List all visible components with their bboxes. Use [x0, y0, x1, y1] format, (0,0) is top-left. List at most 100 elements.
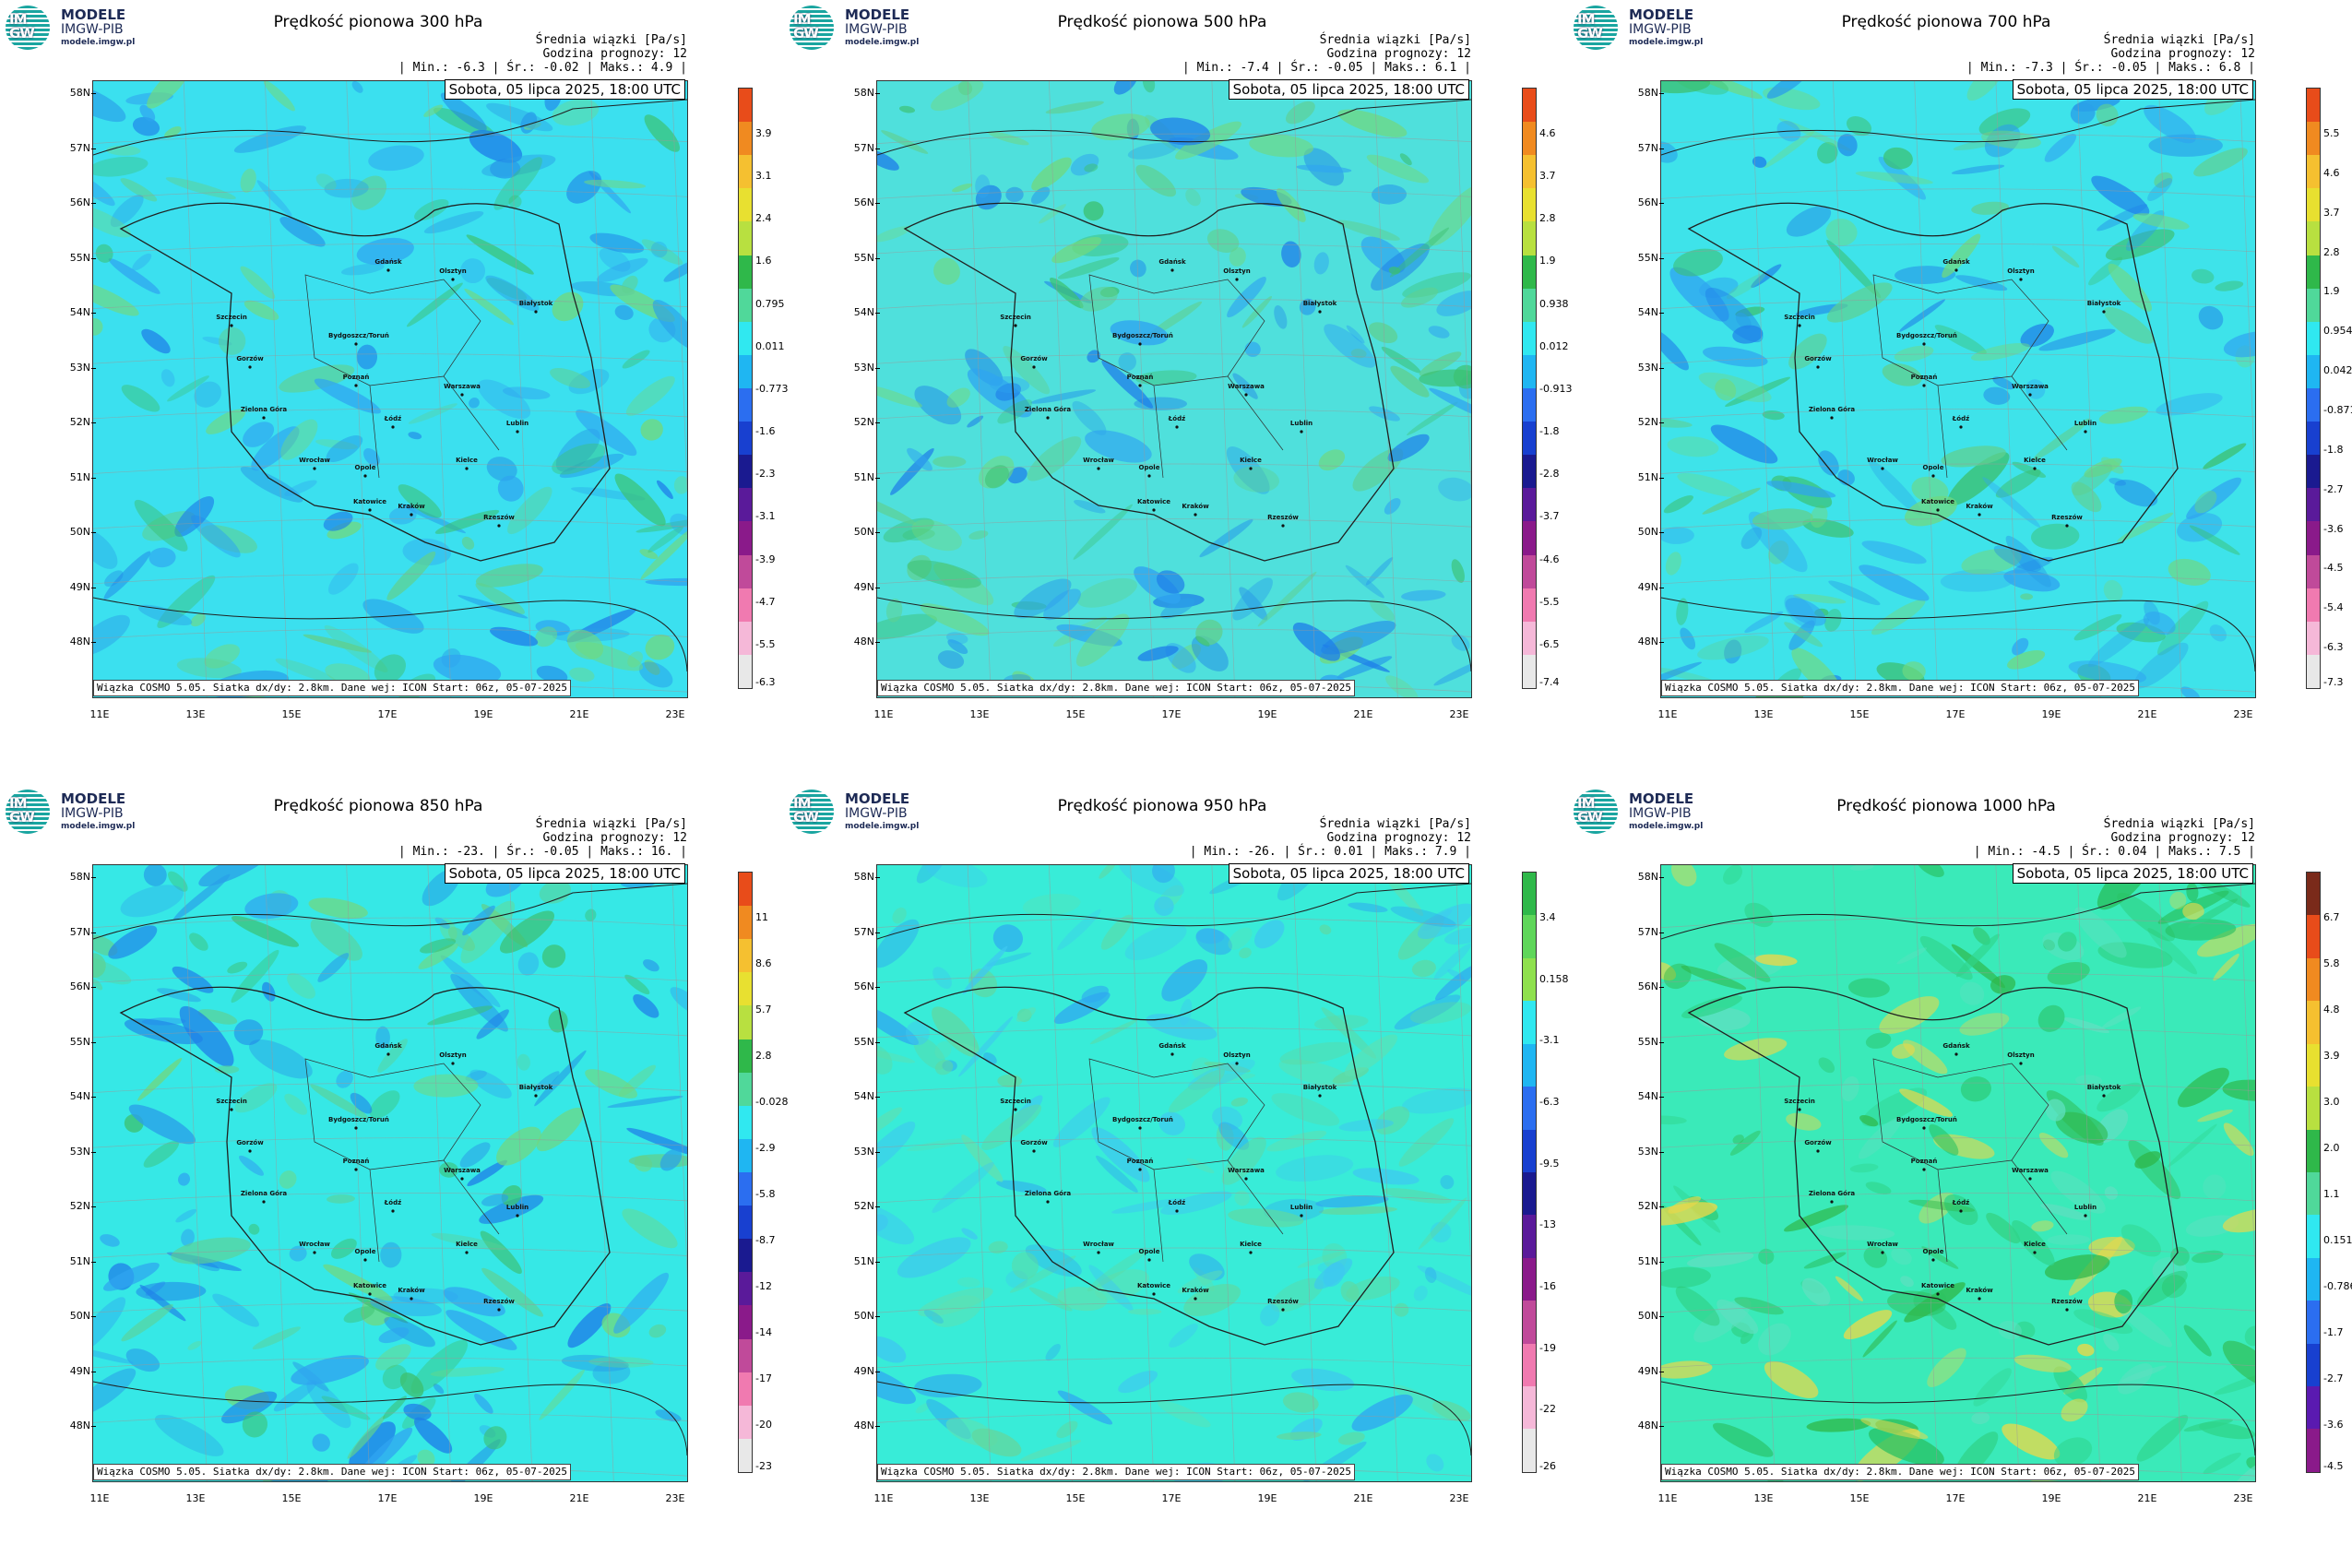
city-label: Rzeszów: [483, 514, 515, 521]
colorbar-tick-label: -6.3: [755, 676, 776, 688]
city-label: Kraków: [1966, 503, 1993, 510]
colorbar-segment: [739, 221, 752, 255]
colorbar-segment: [739, 1072, 752, 1106]
longitude-label: 23E: [665, 708, 685, 720]
header-forecast-hour: Godzina prognozy: 12: [1326, 47, 1471, 61]
longitude-label: 11E: [873, 1492, 894, 1504]
colorbar-segment: [1523, 1386, 1536, 1430]
city-label: Szczecin: [1000, 1098, 1031, 1105]
colorbar-segment: [2307, 221, 2320, 255]
longitude-label: 23E: [2233, 1492, 2253, 1504]
valid-date: Sobota, 05 lipca 2025, 18:00 UTC: [1228, 863, 1469, 884]
latitude-label: 52N: [1627, 416, 1664, 428]
city-label: Szczecin: [1784, 314, 1815, 321]
latitude-label: 54N: [1627, 306, 1664, 318]
city-label: Gorzów: [1020, 1139, 1048, 1146]
logo-subtitle: IMGW-PIB: [845, 806, 908, 821]
colorbar-tick-label: -8.7: [755, 1234, 776, 1246]
colorbar-tick-label: 0.151: [2323, 1234, 2352, 1246]
colorbar-tick-label: -0.871: [2323, 404, 2352, 416]
colorbar-tick-label: 8.6: [755, 957, 772, 969]
logo-title: MODELE: [1629, 6, 1694, 23]
model-footer: Wiązka COSMO 5.05. Siatka dx/dy: 2.8km. …: [1661, 1464, 2139, 1480]
city-label: Szczecin: [216, 314, 247, 321]
colorbar-segment: [739, 906, 752, 940]
latitude-label: 48N: [59, 636, 96, 647]
latitude-label: 48N: [843, 636, 880, 647]
colorbar-segment: [739, 1438, 752, 1472]
latitude-label: 49N: [843, 581, 880, 593]
forecast-panel-2: IM GW MODELE IMGW-PIB modele.imgw.pl Pręd…: [784, 0, 1572, 784]
valid-date: Sobota, 05 lipca 2025, 18:00 UTC: [444, 79, 685, 100]
colorbar-tick-label: -2.3: [755, 468, 776, 481]
logo-url: modele.imgw.pl: [1629, 38, 1704, 47]
valid-date: Sobota, 05 lipca 2025, 18:00 UTC: [2012, 863, 2253, 884]
city-label: Rzeszów: [483, 1298, 515, 1305]
colorbar-segment: [2307, 122, 2320, 156]
colorbar-tick-label: 1.1: [2323, 1188, 2340, 1200]
header-mean-label: Średnia wiązki [Pa/s]: [1319, 33, 1471, 47]
latitude-label: 49N: [843, 1365, 880, 1377]
city-label: Opole: [354, 464, 376, 471]
colorbar-tick-label: 5.7: [755, 1004, 772, 1016]
colorbar: [738, 872, 753, 1473]
imgw-logo: IM GW MODELE IMGW-PIB modele.imgw.pl: [6, 790, 135, 836]
colorbar-tick-label: 3.9: [755, 127, 772, 139]
colorbar-segment: [739, 122, 752, 156]
latitude-label: 58N: [59, 871, 96, 883]
colorbar-tick-label: 5.5: [2323, 127, 2340, 139]
colorbar-tick-label: -3.6: [2323, 522, 2344, 535]
logo-subtitle: IMGW-PIB: [61, 806, 124, 821]
colorbar-segment: [2307, 288, 2320, 322]
city-label: Rzeszów: [2051, 514, 2083, 521]
colorbar-segment: [1523, 1087, 1536, 1130]
imgw-logo: IM GW MODELE IMGW-PIB modele.imgw.pl: [790, 6, 919, 52]
colorbar-tick-label: -4.5: [2323, 1460, 2344, 1472]
colorbar-tick-label: -5.5: [755, 637, 776, 650]
city-label: Łódź: [384, 415, 402, 422]
logo-subtitle: IMGW-PIB: [1629, 806, 1692, 821]
colorbar-segment: [2307, 1001, 2320, 1044]
city-label: Opole: [1922, 1248, 1944, 1255]
colorbar-segment: [739, 321, 752, 355]
longitude-label: 11E: [89, 1492, 110, 1504]
imgw-logo-icon: IM GW: [1574, 6, 1618, 50]
colorbar-segment: [739, 621, 752, 655]
colorbar-segment: [1523, 1001, 1536, 1044]
colorbar-segment: [739, 188, 752, 222]
forecast-panel-5: IM GW MODELE IMGW-PIB modele.imgw.pl Pręd…: [784, 784, 1569, 1568]
latitude-label: 48N: [59, 1420, 96, 1431]
model-footer: Wiązka COSMO 5.05. Siatka dx/dy: 2.8km. …: [877, 1464, 1355, 1480]
city-label: Poznań: [1126, 374, 1154, 381]
forecast-map: Gdańsk Szczecin Olsztyn Białystok Bydgoszcz/…: [92, 80, 688, 698]
logo-url: modele.imgw.pl: [61, 38, 136, 47]
colorbar-segment: [1523, 554, 1536, 588]
colorbar-segment: [2307, 588, 2320, 622]
latitude-label: 58N: [59, 87, 96, 99]
city-label: Kielce: [2024, 1241, 2046, 1248]
colorbar-segment: [2307, 321, 2320, 355]
colorbar-tick-label: 0.938: [1539, 297, 1569, 310]
forecast-map: Gdańsk Szczecin Olsztyn Białystok Bydgoszcz/…: [1660, 864, 2256, 1482]
city-label: Poznań: [1910, 1158, 1938, 1165]
longitude-label: 15E: [1849, 1492, 1870, 1504]
longitude-label: 23E: [2233, 708, 2253, 720]
city-label: Zielona Góra: [1024, 1190, 1072, 1197]
city-label: Gorzów: [1804, 1139, 1832, 1146]
header-stats: | Min.: -6.3 | Śr.: -0.02 | Maks.: 4.9 |: [398, 61, 687, 75]
colorbar-tick-label: 3.9: [2323, 1050, 2340, 1062]
city-label: Łódź: [1952, 415, 1970, 422]
longitude-label: 17E: [377, 708, 398, 720]
city-label: Łódź: [1952, 1199, 1970, 1206]
valid-date: Sobota, 05 lipca 2025, 18:00 UTC: [444, 863, 685, 884]
colorbar-tick-label: -0.773: [755, 382, 789, 395]
city-label: Warszawa: [1228, 383, 1265, 390]
longitude-label: 15E: [1065, 1492, 1086, 1504]
city-label: Łódź: [384, 1199, 402, 1206]
colorbar-tick-label: 0.012: [1539, 339, 1569, 352]
colorbar-segment: [1523, 1429, 1536, 1472]
longitude-label: 23E: [1449, 708, 1469, 720]
city-label: Kraków: [1182, 503, 1209, 510]
longitude-label: 21E: [1353, 708, 1373, 720]
city-label: Bydgoszcz/Toruń: [328, 332, 389, 339]
